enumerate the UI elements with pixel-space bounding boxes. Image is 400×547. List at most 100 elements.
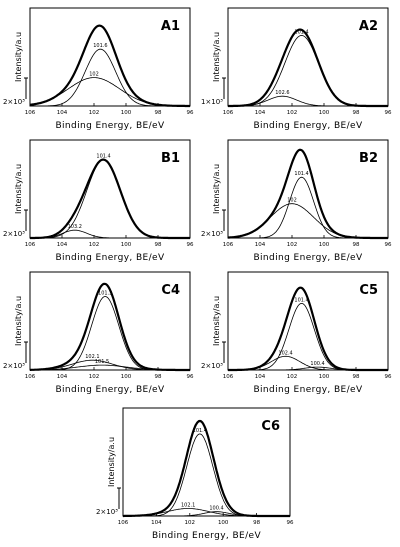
x-tick-label: 100 (319, 374, 330, 380)
x-tick-label: 100 (319, 110, 330, 116)
x-axis-label: Binding Energy, BE/eV (253, 385, 363, 395)
peak-label: 101.3 (98, 291, 112, 297)
peak-label: 100.4 (209, 506, 223, 512)
scale-bar-label: 2×10³ (96, 508, 118, 516)
x-tick-label: 98 (353, 110, 360, 116)
scale-bar-label: 2×10³ (3, 230, 25, 238)
x-tick-label: 104 (255, 374, 266, 380)
scale-bar-label: 2×10³ (3, 362, 25, 370)
x-tick-label: 96 (385, 374, 392, 380)
peak-label: 101.5 (95, 359, 109, 365)
y-axis-label: Intensity/a.u (212, 32, 221, 82)
panel-label: A2 (359, 19, 378, 34)
panel-a2: 106 104 102 100 98 96 Binding Energy, BE/eV Int… (201, 7, 392, 131)
peak-label: 101.6 (93, 43, 107, 49)
peak-label: 101.4 (96, 154, 110, 160)
y-axis-label: Intensity/a.u (14, 296, 23, 346)
envelope-curve (29, 24, 190, 108)
x-tick-label: 100 (218, 520, 229, 526)
x-tick-label: 98 (155, 374, 162, 380)
plot-frame (227, 7, 389, 107)
plot-frame (29, 7, 191, 107)
panel-c5: 106 104 102 100 98 96 Binding Energy, BE/eV Int… (201, 271, 392, 395)
x-axis-label: Binding Energy, BE/eV (55, 121, 165, 131)
peak-label: 101.4 (294, 29, 308, 35)
y-axis-label: Intensity/a.u (14, 32, 23, 82)
x-tick-label: 104 (151, 520, 162, 526)
x-tick-label: 106 (223, 110, 234, 116)
plot-frame (29, 271, 191, 371)
scale-bar-label: 2×10³ (3, 98, 25, 106)
component-peak (30, 48, 190, 107)
panel-b1: 106 104 102 100 98 96 Binding Energy, BE/eV Int… (3, 139, 194, 263)
component-peak (30, 159, 190, 239)
x-tick-label: 98 (353, 374, 360, 380)
peak-label: 102 (89, 72, 99, 78)
panel-label: A1 (161, 19, 180, 34)
x-tick-label: 98 (253, 520, 260, 526)
x-tick-label: 102 (287, 242, 298, 248)
peak-label: 102.1 (181, 502, 195, 508)
panel-c6: 106 104 102 100 98 96 Binding Energy, BE/eV Int… (96, 407, 294, 541)
scale-bar-label: 2×10³ (201, 230, 223, 238)
panel-b2: 106 104 102 100 98 96 Binding Energy, BE/eV Int… (201, 139, 392, 263)
component-peak (228, 95, 388, 107)
x-tick-label: 96 (187, 110, 194, 116)
x-tick-label: 104 (255, 110, 266, 116)
component-peak (228, 34, 388, 107)
envelope-curve (123, 419, 290, 518)
panel-label: C4 (161, 283, 180, 298)
x-tick-label: 100 (121, 242, 132, 248)
y-axis-label: Intensity/a.u (212, 164, 221, 214)
x-tick-label: 96 (385, 110, 392, 116)
x-tick-label: 96 (187, 374, 194, 380)
panel-label: C6 (261, 419, 280, 434)
x-tick-label: 96 (287, 520, 294, 526)
peak-label: 102.1 (85, 354, 99, 360)
peak-label: 101.4 (193, 428, 207, 434)
panel-c4: 106 104 102 100 98 96 Binding Energy, BE/eV Int… (3, 271, 194, 395)
x-tick-label: 96 (385, 242, 392, 248)
peak-label: 103.2 (68, 224, 82, 230)
x-tick-label: 106 (223, 374, 234, 380)
component-peak (30, 229, 190, 239)
x-axis-label: Binding Energy, BE/eV (55, 253, 165, 263)
x-tick-label: 104 (57, 374, 68, 380)
peak-label: 102 (287, 198, 297, 204)
component-peak (123, 433, 290, 517)
x-tick-label: 104 (57, 110, 68, 116)
component-peak (123, 511, 290, 517)
x-tick-label: 104 (57, 242, 68, 248)
component-peak (123, 508, 290, 517)
plot-frame (227, 139, 389, 239)
x-tick-label: 102 (89, 374, 100, 380)
x-tick-label: 96 (187, 242, 194, 248)
scale-bar-label: 1×10³ (201, 98, 223, 106)
x-tick-label: 100 (121, 374, 132, 380)
x-axis-label: Binding Energy, BE/eV (253, 121, 363, 131)
panel-label: C5 (359, 283, 378, 298)
x-tick-label: 106 (223, 242, 234, 248)
y-axis-label: Intensity/a.u (212, 296, 221, 346)
scale-bar-label: 2×10³ (201, 362, 223, 370)
x-tick-label: 106 (25, 110, 36, 116)
peak-label: 101.4 (294, 171, 308, 177)
component-peak (227, 203, 388, 239)
component-peak (228, 302, 388, 371)
component-peak (228, 366, 388, 371)
component-peak (30, 296, 190, 371)
panel-label: B2 (359, 151, 378, 166)
panel-a1: 106 104 102 100 98 96 Binding Energy, BE/eV Int… (3, 7, 194, 131)
x-tick-label: 102 (287, 110, 298, 116)
x-tick-label: 104 (255, 242, 266, 248)
peak-label: 101.4 (294, 297, 308, 303)
x-tick-label: 100 (121, 110, 132, 116)
y-axis-label: Intensity/a.u (14, 164, 23, 214)
peak-label: 100.4 (310, 361, 324, 367)
plot-frame (122, 407, 291, 517)
component-peak (228, 176, 388, 239)
x-tick-label: 102 (89, 242, 100, 248)
x-tick-label: 106 (25, 242, 36, 248)
component-peak (29, 77, 190, 107)
